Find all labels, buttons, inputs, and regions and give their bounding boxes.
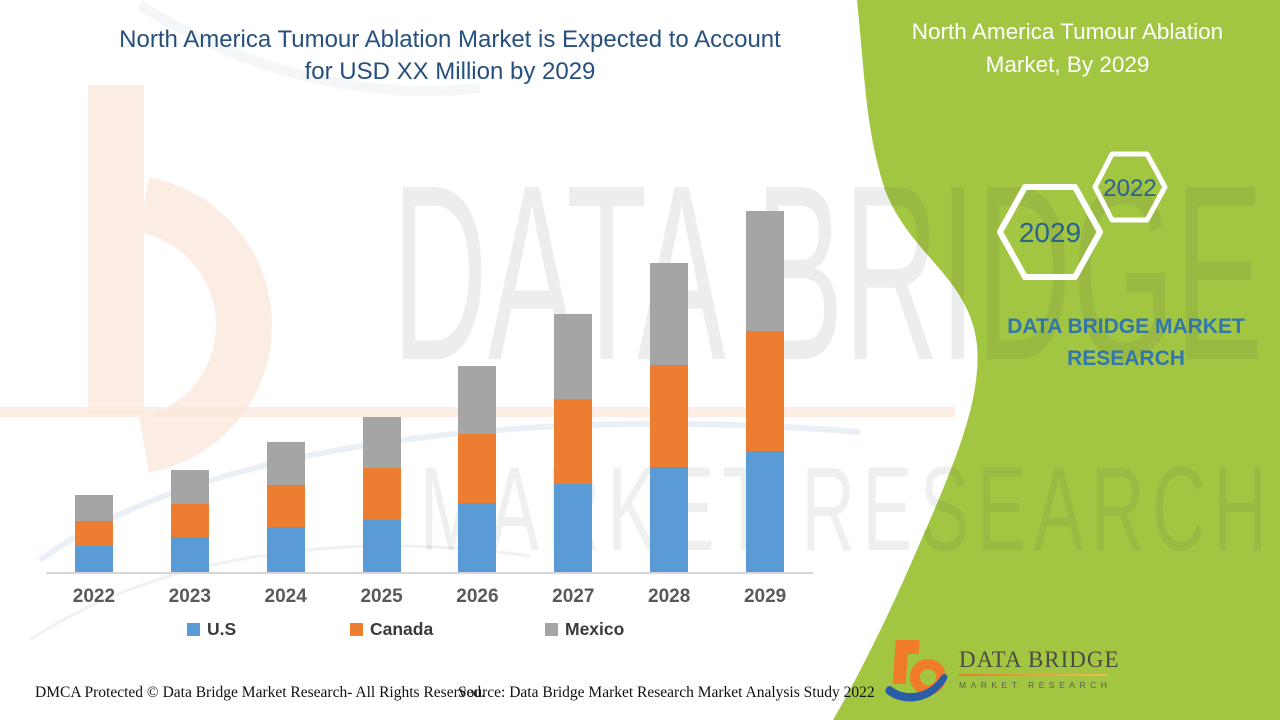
bar-segment-canada-2028 — [650, 365, 689, 467]
bar-segment-canada-2027 — [554, 399, 593, 484]
chart-legend: U.S Canada Mexico — [0, 619, 860, 643]
logo-name: DATA BRIDGE — [959, 647, 1120, 672]
decor-arc — [29, 544, 531, 642]
legend-label: Mexico — [565, 619, 625, 639]
watermark-b-stem — [88, 85, 144, 415]
hexagon-2029-label: 2029 — [1018, 217, 1082, 248]
legend-swatch-icon — [187, 623, 200, 636]
chart-title-line1: North America Tumour Ablation Market is … — [119, 26, 781, 53]
legend-item-us: U.S — [187, 619, 236, 640]
panel-title-line1: North America Tumour Ablation — [911, 19, 1224, 44]
x-axis-label-2027: 2027 — [552, 586, 595, 607]
footer-source-text: Source: Data Bridge Market Research Mark… — [458, 684, 875, 701]
logo-b-stem — [892, 640, 920, 684]
bar-segment-us-2028 — [650, 467, 689, 572]
legend-label: Canada — [370, 619, 434, 639]
x-axis-label-2022: 2022 — [72, 586, 116, 607]
bar-segment-canada-2029 — [746, 331, 785, 451]
bar-segment-canada-2023 — [170, 504, 209, 537]
dbmr-b-swoosh-icon — [885, 640, 948, 702]
dbmr-logo: DATA BRIDGE MARKET RESEARCH — [885, 636, 1125, 708]
x-axis-label-2026: 2026 — [456, 586, 499, 607]
logo-text: DATA BRIDGE MARKET RESEARCH — [959, 636, 1120, 708]
bar-segment-mexico-2024 — [266, 442, 305, 485]
bar-segment-us-2024 — [266, 527, 305, 572]
footer-dmca-text: DMCA Protected © Data Bridge Market Rese… — [35, 684, 485, 701]
legend-item-canada: Canada — [350, 619, 433, 640]
x-axis-label-2029: 2029 — [743, 586, 787, 607]
bar-segment-us-2026 — [458, 503, 497, 572]
hexagon-2022-icon — [1092, 151, 1168, 223]
x-axis-label-2023: 2023 — [168, 586, 211, 607]
stacked-bar-chart: 2022 2023 2024 2025 2026 2027 2028 2029 — [46, 180, 813, 607]
x-axis-label-2028: 2028 — [648, 586, 691, 607]
logo-subtitle: MARKET RESEARCH — [959, 680, 1112, 690]
bar-segment-us-2027 — [554, 484, 593, 572]
bar-segment-mexico-2027 — [554, 314, 593, 399]
panel-title-line2: Market, By 2029 — [985, 51, 1150, 77]
panel-title: North America Tumour Ablation Market, By… — [875, 16, 1260, 81]
x-axis-label-2025: 2025 — [360, 586, 403, 607]
chart-title-line2: for USD XX Million by 2029 — [304, 57, 596, 85]
bar-segment-mexico-2029 — [746, 211, 785, 331]
legend-label: U.S — [207, 619, 237, 639]
bar-segment-us-2025 — [362, 520, 401, 572]
legend-item-mexico: Mexico — [545, 619, 624, 640]
bar-segment-us-2022 — [74, 546, 113, 572]
bar-segment-us-2023 — [170, 537, 209, 572]
x-axis-label-2024: 2024 — [264, 586, 307, 607]
bar-segment-mexico-2026 — [458, 366, 497, 434]
bar-segment-mexico-2022 — [74, 495, 113, 521]
bar-segment-us-2029 — [746, 451, 785, 572]
decor-arc-top — [137, 0, 481, 96]
bar-segment-canada-2024 — [266, 485, 305, 527]
brand-text: DATA BRIDGE MARKET RESEARCH — [950, 311, 1280, 374]
bar-segment-canada-2022 — [74, 521, 113, 546]
hexagon-2029-icon — [997, 184, 1103, 280]
bar-segment-canada-2026 — [458, 434, 497, 503]
legend-swatch-icon — [545, 623, 558, 636]
watermark-b-bowl — [138, 177, 272, 473]
legend-swatch-icon — [350, 623, 363, 636]
logo-swoosh — [885, 674, 948, 702]
bar-segment-mexico-2023 — [170, 470, 209, 504]
brand-text-line2: RESEARCH — [1067, 346, 1185, 370]
green-panel-shape — [833, 0, 1280, 720]
chart-title: North America Tumour Ablation Market is … — [80, 24, 820, 87]
bar-segment-mexico-2025 — [362, 417, 401, 468]
hexagon-badges — [997, 151, 1168, 280]
brand-text-line1: DATA BRIDGE MARKET — [1007, 315, 1245, 338]
hexagon-2022-label: 2022 — [1103, 175, 1157, 202]
bar-segment-mexico-2028 — [650, 263, 689, 365]
bar-segment-canada-2025 — [362, 468, 401, 520]
logo-underline — [959, 674, 1107, 676]
